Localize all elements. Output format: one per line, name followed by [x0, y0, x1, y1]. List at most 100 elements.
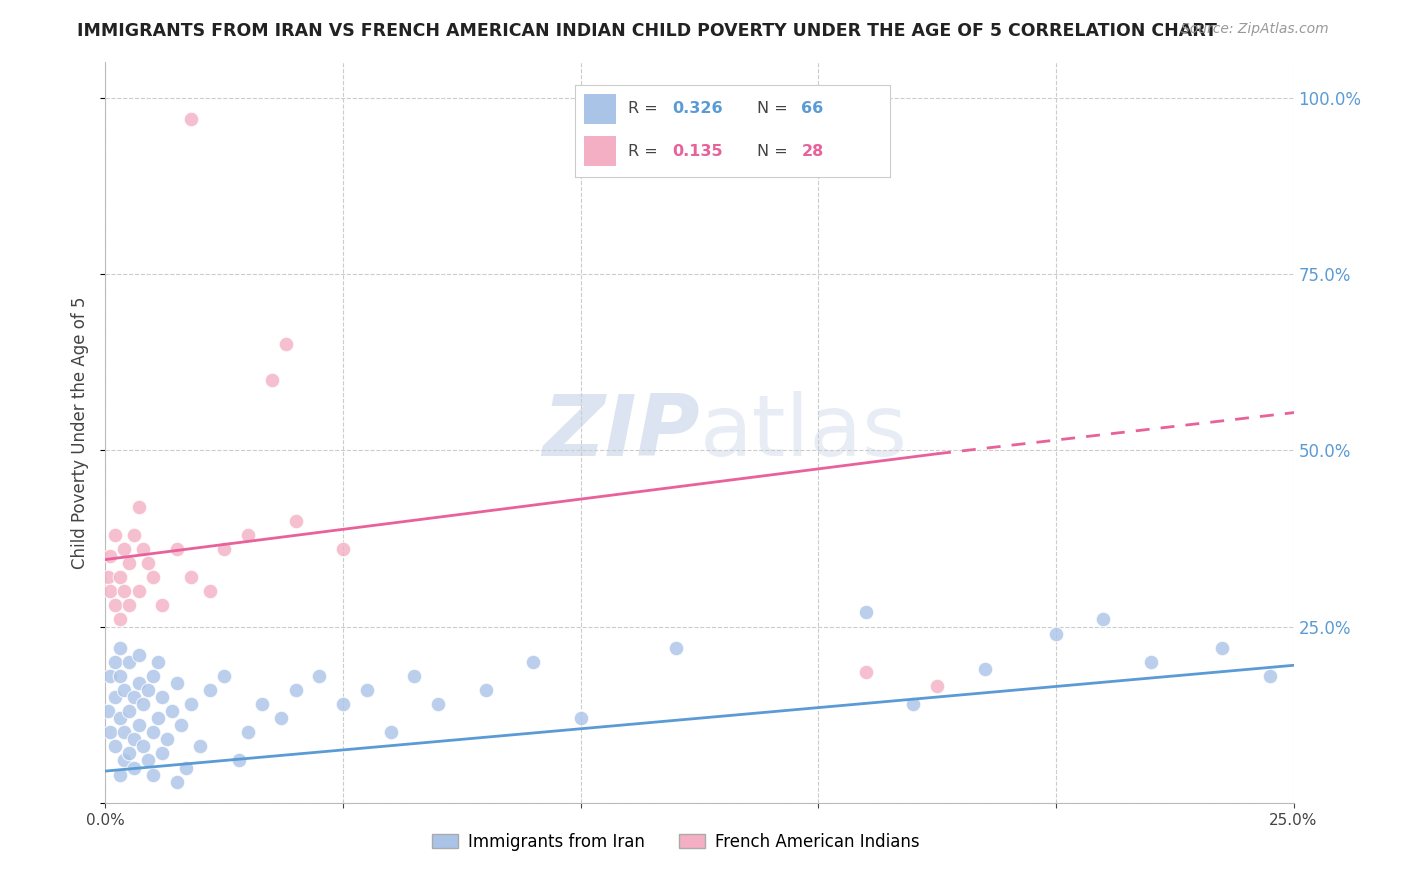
- Point: [108, 767, 131, 781]
- Point: [136, 683, 159, 698]
- Point: [108, 711, 131, 725]
- Point: [98, 725, 121, 739]
- Text: atlas: atlas: [700, 391, 907, 475]
- Point: [474, 683, 496, 698]
- Point: [152, 747, 174, 761]
- Point: [404, 669, 426, 683]
- Point: [104, 599, 127, 613]
- Point: [132, 697, 155, 711]
- Point: [665, 640, 688, 655]
- Point: [118, 747, 141, 761]
- Point: [855, 606, 877, 620]
- Point: [114, 541, 136, 556]
- Point: [174, 760, 197, 774]
- Point: [152, 690, 174, 704]
- Point: [104, 690, 127, 704]
- Point: [108, 612, 131, 626]
- Point: [855, 665, 877, 680]
- Point: [236, 725, 259, 739]
- Point: [132, 541, 155, 556]
- Point: [118, 556, 141, 570]
- Point: [156, 732, 179, 747]
- Point: [180, 112, 202, 126]
- Point: [1211, 640, 1233, 655]
- Point: [284, 683, 307, 698]
- Point: [114, 725, 136, 739]
- Point: [170, 718, 193, 732]
- Point: [122, 528, 145, 542]
- Point: [1045, 626, 1067, 640]
- Point: [1140, 655, 1163, 669]
- Point: [166, 676, 188, 690]
- Point: [97, 704, 120, 718]
- Point: [198, 584, 221, 599]
- Point: [142, 669, 165, 683]
- Point: [236, 528, 259, 542]
- Text: ZIP: ZIP: [541, 391, 700, 475]
- Point: [925, 680, 948, 694]
- Point: [118, 655, 141, 669]
- Point: [166, 541, 188, 556]
- Legend: Immigrants from Iran, French American Indians: Immigrants from Iran, French American In…: [425, 826, 927, 857]
- Point: [252, 697, 274, 711]
- Point: [128, 500, 150, 514]
- Point: [142, 767, 165, 781]
- Point: [104, 655, 127, 669]
- Point: [128, 648, 150, 662]
- Point: [104, 528, 127, 542]
- Point: [270, 711, 292, 725]
- Point: [98, 549, 121, 563]
- Point: [128, 718, 150, 732]
- Point: [180, 697, 202, 711]
- Point: [1258, 669, 1281, 683]
- Point: [142, 570, 165, 584]
- Point: [214, 541, 236, 556]
- Point: [356, 683, 378, 698]
- Point: [114, 584, 136, 599]
- Point: [1092, 612, 1115, 626]
- Point: [214, 669, 236, 683]
- Point: [142, 725, 165, 739]
- Point: [128, 676, 150, 690]
- Point: [104, 739, 127, 754]
- Point: [522, 655, 544, 669]
- Text: Source: ZipAtlas.com: Source: ZipAtlas.com: [1181, 22, 1329, 37]
- Point: [427, 697, 450, 711]
- Point: [973, 662, 995, 676]
- Point: [108, 640, 131, 655]
- Text: IMMIGRANTS FROM IRAN VS FRENCH AMERICAN INDIAN CHILD POVERTY UNDER THE AGE OF 5 : IMMIGRANTS FROM IRAN VS FRENCH AMERICAN …: [77, 22, 1218, 40]
- Point: [114, 754, 136, 768]
- Point: [136, 754, 159, 768]
- Point: [128, 584, 150, 599]
- Point: [122, 690, 145, 704]
- Point: [97, 570, 120, 584]
- Point: [136, 556, 159, 570]
- Point: [380, 725, 402, 739]
- Y-axis label: Child Poverty Under the Age of 5: Child Poverty Under the Age of 5: [72, 296, 90, 569]
- Point: [132, 739, 155, 754]
- Point: [160, 704, 183, 718]
- Point: [166, 774, 188, 789]
- Point: [146, 711, 169, 725]
- Point: [198, 683, 221, 698]
- Point: [152, 599, 174, 613]
- Point: [118, 704, 141, 718]
- Point: [332, 541, 354, 556]
- Point: [228, 754, 250, 768]
- Point: [146, 655, 169, 669]
- Point: [180, 570, 202, 584]
- Point: [98, 669, 121, 683]
- Point: [98, 584, 121, 599]
- Point: [260, 373, 283, 387]
- Point: [284, 514, 307, 528]
- Point: [118, 599, 141, 613]
- Point: [108, 669, 131, 683]
- Point: [274, 337, 297, 351]
- Point: [122, 760, 145, 774]
- Point: [108, 570, 131, 584]
- Point: [569, 711, 592, 725]
- Point: [332, 697, 354, 711]
- Point: [114, 683, 136, 698]
- Point: [122, 732, 145, 747]
- Point: [308, 669, 330, 683]
